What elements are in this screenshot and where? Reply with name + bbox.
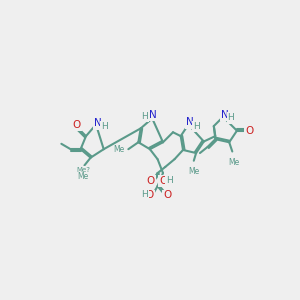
- Text: O: O: [146, 176, 155, 186]
- Text: H: H: [140, 191, 146, 200]
- Text: N: N: [148, 110, 156, 120]
- Text: H: H: [141, 112, 148, 121]
- Text: H: H: [141, 112, 148, 121]
- Text: Me: Me: [228, 158, 239, 167]
- Text: N: N: [221, 110, 229, 120]
- Text: O: O: [245, 126, 254, 136]
- Text: O: O: [159, 176, 167, 186]
- Text: N: N: [94, 119, 101, 129]
- Text: N: N: [149, 110, 157, 120]
- Text: H: H: [227, 113, 234, 122]
- Text: H: H: [166, 176, 172, 185]
- Text: N: N: [94, 118, 101, 128]
- Text: Me: Me: [188, 167, 200, 176]
- Text: O: O: [160, 176, 168, 186]
- Text: O: O: [164, 190, 172, 200]
- Text: H: H: [227, 114, 234, 123]
- Text: O: O: [146, 176, 155, 186]
- Text: Me: Me: [77, 172, 88, 181]
- Text: O: O: [145, 190, 153, 200]
- Text: H: H: [165, 176, 172, 185]
- Text: H: H: [193, 122, 200, 130]
- Text: O: O: [245, 126, 254, 136]
- Text: N: N: [186, 118, 194, 128]
- Text: H: H: [141, 190, 148, 199]
- Text: N: N: [221, 110, 229, 119]
- Text: N: N: [186, 117, 194, 127]
- Text: O: O: [163, 190, 171, 200]
- Text: Me: Me: [113, 145, 124, 154]
- Text: Me?: Me?: [76, 167, 90, 173]
- Text: H: H: [193, 122, 200, 131]
- Text: O: O: [73, 120, 81, 130]
- Text: H: H: [101, 122, 108, 130]
- Text: O: O: [146, 190, 154, 200]
- Text: O: O: [73, 120, 81, 130]
- Text: H: H: [101, 122, 108, 130]
